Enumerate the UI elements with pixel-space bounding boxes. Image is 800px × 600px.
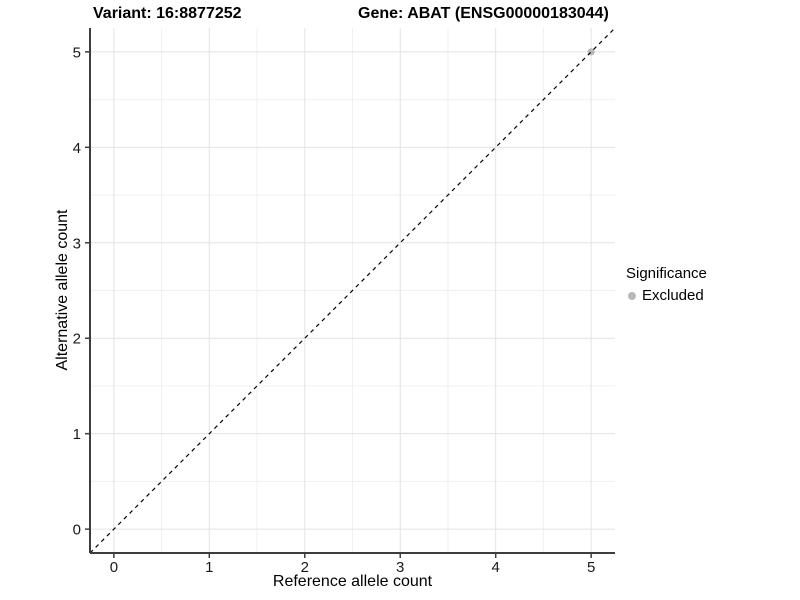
y-tick-label: 1 (73, 426, 81, 443)
legend: Significance Excluded (626, 265, 707, 304)
x-axis-title: Reference allele count (272, 573, 433, 590)
y-tick-label: 4 (73, 140, 81, 157)
y-tick-label: 3 (73, 235, 81, 252)
x-tick-label: 0 (110, 559, 118, 576)
legend-point-icon (628, 291, 636, 300)
y-tick-label: 5 (73, 44, 81, 61)
x-tick-label: 5 (587, 559, 595, 576)
x-tick-label: 1 (205, 559, 213, 576)
legend-title: Significance (626, 265, 707, 282)
plot-title-variant: Variant: 16:8877252 (93, 5, 242, 22)
y-tick-label: 2 (73, 331, 81, 348)
plot-title-gene: Gene: ABAT (ENSG00000183044) (358, 5, 609, 22)
x-tick-label: 4 (492, 559, 500, 576)
y-tick-label: 0 (73, 522, 81, 539)
y-axis-title: Alternative allele count (54, 209, 71, 371)
legend-entry-label: Excluded (642, 287, 704, 304)
x-tick-label: 2 (301, 559, 309, 576)
identity-reference-line (89, 27, 616, 554)
legend-entry-excluded: Excluded (626, 287, 707, 304)
x-tick-label: 3 (396, 559, 404, 576)
